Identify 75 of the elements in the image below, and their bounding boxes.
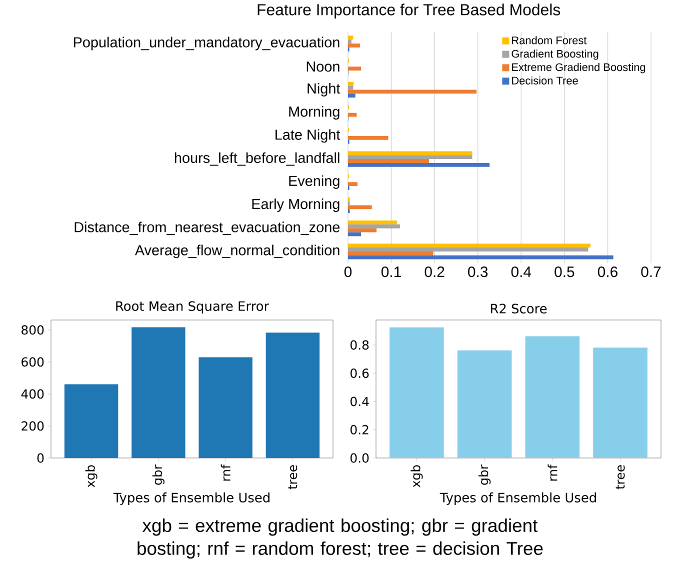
bar bbox=[348, 244, 590, 248]
bar bbox=[348, 112, 357, 117]
bar bbox=[266, 332, 320, 458]
bar bbox=[525, 336, 580, 458]
bar bbox=[348, 94, 356, 98]
x-tick-label: xgb bbox=[85, 465, 98, 488]
y-tick-label: Average_flow_normal_condition bbox=[134, 244, 340, 258]
y-tick-label: 800 bbox=[22, 325, 44, 335]
bar bbox=[348, 162, 490, 167]
y-tick-label: 0 bbox=[37, 453, 44, 463]
bar bbox=[348, 66, 361, 71]
x-tick-label: rnf bbox=[220, 464, 230, 481]
y-tick-label: 400 bbox=[21, 389, 44, 399]
text: xgb = extreme gradient boosting; gbr = gradient bosting; rnf = random forest; tree = decision Tree bbox=[138, 518, 543, 559]
x-tick-label: rnf bbox=[548, 464, 558, 481]
bar bbox=[348, 90, 477, 94]
x-tick-label: gbr bbox=[478, 464, 491, 485]
y-tick-label: Evening bbox=[289, 175, 340, 189]
legend-label: Gradient Boosting bbox=[512, 50, 598, 60]
y-tick-label: Noon bbox=[306, 62, 340, 72]
bar bbox=[198, 357, 252, 458]
bar bbox=[348, 151, 472, 156]
x-tick-label: 0.2 bbox=[424, 266, 444, 278]
bar bbox=[348, 205, 372, 210]
x-tick-label: 0.3 bbox=[468, 266, 488, 278]
chart-title: Root Mean Square Error bbox=[116, 301, 270, 314]
y-tick-label: Early Morning bbox=[252, 198, 340, 212]
x-tick-label: tree bbox=[616, 465, 625, 490]
bar bbox=[348, 251, 434, 256]
legend-label: Decision Tree bbox=[512, 76, 578, 84]
y-tick-label: 0.6 bbox=[350, 368, 369, 378]
y-tick-label: Distance_from_nearest_evacuation_zone bbox=[74, 222, 340, 236]
y-tick-label: Night bbox=[308, 83, 340, 96]
bar bbox=[348, 136, 388, 140]
x-tick-label: 0.5 bbox=[554, 266, 574, 278]
x-tick-label: gbr bbox=[152, 464, 164, 485]
x-tick-label: 0.4 bbox=[511, 266, 532, 278]
bar bbox=[348, 228, 377, 232]
bar bbox=[348, 36, 354, 40]
bar bbox=[348, 155, 472, 160]
y-tick-label: hours_left_before_landfall bbox=[174, 152, 340, 166]
bar bbox=[348, 159, 429, 163]
x-axis-title: Types of Ensemble Used bbox=[440, 492, 596, 505]
y-tick-label: 0.4 bbox=[350, 396, 369, 406]
x-tick-label: 0.6 bbox=[598, 266, 618, 278]
chart-title: R2 Score bbox=[490, 304, 547, 314]
legend-label: Extreme Gradiend Boosting bbox=[512, 63, 646, 74]
y-tick-label: 0.2 bbox=[350, 425, 368, 434]
chart-title: Feature Importance for Tree Based Models bbox=[258, 4, 560, 18]
y-tick-label: 600 bbox=[22, 357, 44, 367]
y-tick-label: Morning bbox=[289, 106, 340, 120]
y-tick-label: Population_under_mandatory_evacuation bbox=[74, 36, 340, 50]
bar bbox=[64, 384, 118, 458]
x-axis-title: Types of Ensemble Used bbox=[113, 492, 270, 505]
x-tick-label: xgb bbox=[410, 465, 423, 488]
bar bbox=[348, 248, 588, 252]
bar bbox=[348, 40, 352, 44]
bar bbox=[132, 327, 186, 458]
y-tick-label: 200 bbox=[22, 421, 44, 431]
bar bbox=[348, 255, 614, 260]
bar bbox=[348, 224, 400, 228]
bar bbox=[390, 327, 444, 458]
x-tick-label: 0.1 bbox=[381, 266, 401, 278]
y-tick-label: 0.0 bbox=[350, 453, 369, 463]
x-tick-label: 0.7 bbox=[641, 266, 661, 278]
x-tick-label: tree bbox=[288, 465, 298, 490]
y-tick-label: Late Night bbox=[276, 129, 340, 143]
legend-label: Random Forest bbox=[512, 36, 587, 44]
bar bbox=[348, 220, 397, 224]
y-tick-label: 0.8 bbox=[350, 340, 369, 350]
bar bbox=[593, 348, 648, 458]
bar bbox=[348, 82, 354, 86]
bar bbox=[348, 182, 358, 186]
bar bbox=[457, 350, 512, 458]
bar bbox=[348, 44, 360, 48]
